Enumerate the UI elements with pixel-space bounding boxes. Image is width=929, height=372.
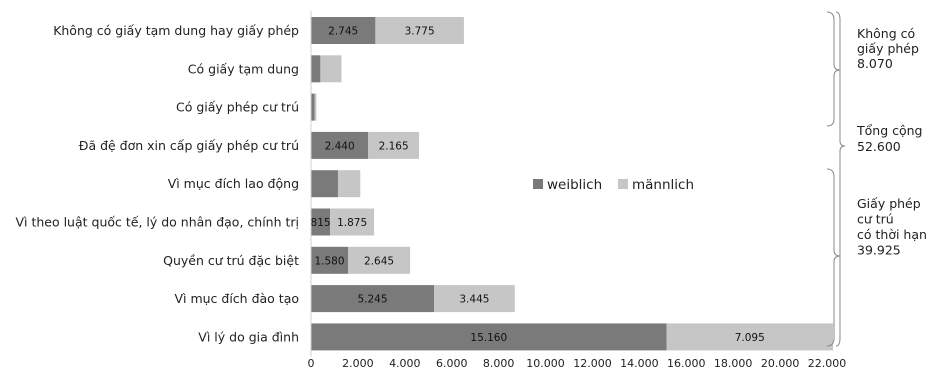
x-tick-label: 10.000 <box>526 357 565 370</box>
x-axis: 0 2.000 4.000 6.000 8.000 10.000 12.000 14.000 1… <box>308 11 847 370</box>
legend-label: männlich <box>632 177 694 193</box>
bar-value-label: 815 <box>311 217 331 229</box>
bar-value-label: 2.165 <box>379 140 409 152</box>
bar-männlich-4 <box>337 170 361 198</box>
annotation-line: 39.925 <box>857 243 901 258</box>
annotation-line: Không có <box>857 26 915 41</box>
x-tick-label: 20.000 <box>761 357 800 370</box>
bar-value-label: 15.160 <box>470 332 507 344</box>
bar-weiblich-2 <box>311 93 315 121</box>
bracket-outer <box>835 11 846 347</box>
bar-value-label: 1.580 <box>314 255 344 267</box>
bar-männlich-7 <box>434 285 515 313</box>
category-label: Có giấy phép cư trú <box>176 100 299 115</box>
annotation-line: có thời hạn <box>857 227 927 242</box>
category-label: Đã đệ đơn xin cấp giấy phép cư trú <box>79 138 299 153</box>
category-label: Vì mục đích đào tạo <box>174 291 299 306</box>
annotation-line: cư trú <box>857 212 894 227</box>
category-label: Vì theo luật quốc tế, lý do nhân đạo, ch… <box>15 215 299 230</box>
bar-männlich-3 <box>368 131 420 159</box>
annotation-line: giấy phép <box>857 41 919 56</box>
legend-swatch-männlich <box>618 179 628 189</box>
bar-weiblich-3 <box>311 131 369 159</box>
annotation-line: Giấy phép <box>857 196 921 211</box>
category-labels: Không có giấy tạm dung hay giấy phép Có g… <box>15 23 299 344</box>
bar-männlich-6 <box>348 246 411 274</box>
bar-weiblich-4 <box>311 170 338 198</box>
legend-label: weiblich <box>547 177 602 193</box>
bar-weiblich-7 <box>311 285 435 313</box>
x-tick-label: 14.000 <box>620 357 659 370</box>
bar-männlich-1 <box>320 55 342 83</box>
bar-value-label: 3.445 <box>459 294 489 306</box>
bar-männlich-5 <box>330 208 375 236</box>
x-tick-label: 22.000 <box>808 357 847 370</box>
bracket-top <box>826 11 841 127</box>
bar-value-label: 1.875 <box>337 217 367 229</box>
category-label: Quyền cư trú đặc biệt <box>163 253 299 268</box>
bar-weiblich-6 <box>311 246 349 274</box>
bracket-bottom <box>826 168 841 347</box>
bar-weiblich-0 <box>311 17 376 44</box>
bar-männlich-2 <box>314 93 317 121</box>
bars <box>311 17 833 351</box>
bar-value-label: 5.245 <box>357 294 387 306</box>
category-label: Vì mục đích lao động <box>168 176 299 191</box>
x-tick-label: 4.000 <box>389 357 421 370</box>
bar-value-labels: 2.745 3.775 2.440 2.165 815 1.875 1.580 2.645 5.… <box>311 26 765 344</box>
x-tick-label: 16.000 <box>667 357 706 370</box>
legend-swatch-weiblich <box>533 179 543 189</box>
bar-männlich-8 <box>666 323 833 351</box>
bar-weiblich-5 <box>311 208 331 236</box>
x-tick-label: 8.000 <box>483 357 515 370</box>
bar-value-label: 7.095 <box>735 332 765 344</box>
bar-value-label: 2.440 <box>325 140 355 152</box>
category-label: Có giấy tạm dung <box>188 61 299 76</box>
x-tick-label: 2.000 <box>342 357 374 370</box>
bar-value-label: 2.745 <box>328 26 358 38</box>
x-tick-label: 18.000 <box>714 357 753 370</box>
bar-value-label: 3.775 <box>405 26 435 38</box>
bar-männlich-0 <box>375 17 464 44</box>
x-tick-label: 0 <box>308 357 315 370</box>
bar-value-label: 2.645 <box>364 255 394 267</box>
annotation-line: 52.600 <box>857 139 901 154</box>
annotation-line: 8.070 <box>857 56 893 71</box>
annotation-line: Tổng cộng <box>856 123 923 138</box>
bar-weiblich-8 <box>311 323 667 351</box>
legend: weiblich männlich <box>533 177 694 193</box>
x-tick-label: 6.000 <box>436 357 468 370</box>
bar-weiblich-1 <box>311 55 321 83</box>
category-label: Vì lý do gia đình <box>198 329 299 344</box>
category-label: Không có giấy tạm dung hay giấy phép <box>53 23 299 38</box>
x-tick-label: 12.000 <box>573 357 612 370</box>
